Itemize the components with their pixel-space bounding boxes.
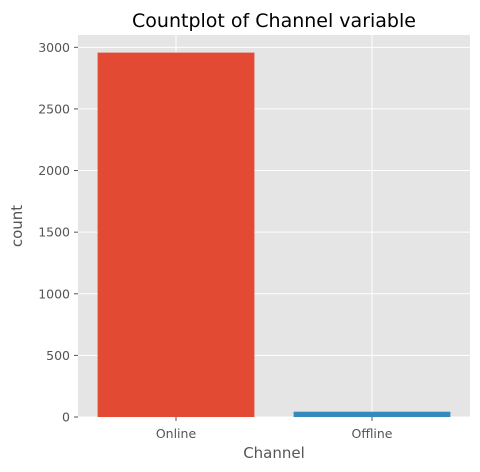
y-tick-label: 1000 bbox=[38, 286, 70, 301]
chart-title: Countplot of Channel variable bbox=[132, 10, 416, 32]
y-tick-label: 500 bbox=[46, 348, 70, 363]
bar-offline bbox=[293, 411, 451, 417]
y-tick-label: 1500 bbox=[38, 225, 70, 240]
y-tick-label: 2000 bbox=[38, 163, 70, 178]
tick-labels: 0 500 1000 1500 2000 2500 3000 Online Offline bbox=[38, 40, 393, 441]
x-axis-label: Channel bbox=[243, 444, 305, 462]
y-tick-label: 0 bbox=[62, 410, 70, 425]
y-axis-label: count bbox=[8, 205, 26, 247]
y-tick-label: 3000 bbox=[38, 40, 70, 55]
bars bbox=[97, 52, 451, 418]
bar-online bbox=[97, 52, 255, 418]
x-tick-label: Online bbox=[156, 426, 197, 441]
x-tick-label: Offline bbox=[351, 426, 392, 441]
y-tick-label: 2500 bbox=[38, 101, 70, 116]
